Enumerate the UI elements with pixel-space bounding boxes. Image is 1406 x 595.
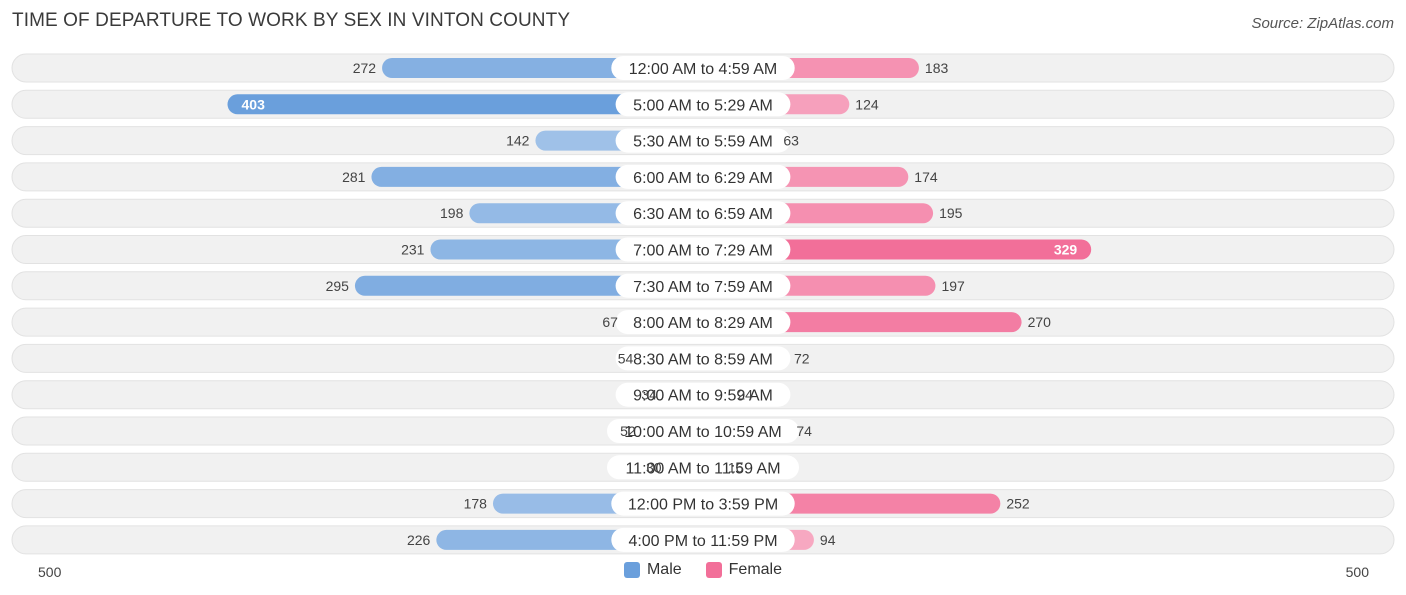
category-pill — [615, 201, 791, 226]
male-value-label: 403 — [242, 96, 266, 112]
category-pill — [611, 527, 795, 552]
female-value-label: 24 — [737, 387, 753, 403]
category-label: 12:00 AM to 4:59 AM — [629, 61, 778, 78]
male-value-label: 231 — [401, 242, 425, 258]
male-value-label: 67 — [602, 314, 618, 330]
category-label: 9:00 AM to 9:59 AM — [633, 388, 773, 405]
category-label: 7:30 AM to 7:59 AM — [633, 279, 773, 296]
male-value-label: 226 — [407, 532, 431, 548]
category-label: 4:00 PM to 11:59 PM — [628, 533, 777, 550]
female-value-label: 252 — [1006, 496, 1030, 512]
category-pill — [615, 310, 791, 335]
category-label: 5:30 AM to 5:59 AM — [633, 134, 773, 151]
female-value-label: 270 — [1028, 314, 1052, 330]
legend-swatch-female — [705, 562, 722, 578]
category-pill — [611, 56, 795, 80]
category-label: 11:00 AM to 11:59 AM — [625, 460, 780, 477]
legend-label-female: Female — [728, 561, 783, 578]
legend-item-male: Male — [623, 561, 682, 579]
male-value-label: 54 — [618, 350, 634, 366]
category-pill — [615, 273, 791, 298]
category-pill — [615, 346, 791, 371]
category-label: 6:30 AM to 6:59 AM — [633, 206, 773, 223]
category-pill — [607, 419, 799, 443]
category-label: 5:00 AM to 5:29 AM — [633, 97, 773, 114]
female-value-label: 72 — [794, 350, 810, 366]
male-bar — [227, 94, 703, 115]
category-pill — [615, 128, 791, 153]
category-label: 7:00 AM to 7:29 AM — [633, 243, 773, 260]
chart-title: TIME OF DEPARTURE TO WORK BY SEX IN VINT… — [12, 10, 571, 31]
female-value-label: 197 — [941, 278, 965, 294]
category-pill — [615, 92, 791, 117]
category-label: 10:00 AM to 10:59 AM — [624, 424, 781, 441]
legend-item-female: Female — [705, 561, 783, 579]
category-pill — [615, 237, 791, 262]
female-value-label: 16 — [728, 459, 744, 475]
axis-min-label: 500 — [38, 564, 62, 580]
male-value-label: 178 — [464, 496, 488, 512]
male-value-label: 34 — [641, 387, 657, 403]
legend-swatch-male — [623, 562, 640, 578]
legend: Male Female — [0, 561, 1406, 579]
male-bar — [354, 275, 703, 296]
category-pill — [611, 491, 795, 516]
female-value-label: 174 — [914, 169, 938, 185]
female-value-label: 329 — [1054, 242, 1078, 258]
category-label: 8:00 AM to 8:29 AM — [633, 315, 773, 332]
female-value-label: 74 — [796, 423, 812, 439]
female-value-label: 63 — [783, 133, 799, 149]
source-label: Source: ZipAtlas.com — [1251, 15, 1394, 32]
male-value-label: 272 — [353, 60, 377, 76]
male-value-label: 52 — [620, 423, 636, 439]
male-value-label: 30 — [646, 459, 662, 475]
legend-label-male: Male — [646, 561, 682, 578]
male-value-label: 295 — [326, 278, 350, 294]
female-value-label: 195 — [939, 205, 963, 221]
category-pill — [615, 164, 791, 189]
male-value-label: 281 — [342, 169, 366, 185]
axis-max-label: 500 — [1346, 564, 1370, 580]
category-label: 6:00 AM to 6:29 AM — [633, 170, 773, 187]
female-value-label: 94 — [820, 532, 836, 548]
category-label: 8:30 AM to 8:59 AM — [633, 351, 773, 368]
category-pill — [607, 455, 799, 480]
female-value-label: 183 — [925, 60, 949, 76]
female-value-label: 124 — [855, 96, 879, 112]
female-bar — [703, 239, 1092, 260]
male-value-label: 198 — [440, 205, 464, 221]
male-value-label: 142 — [506, 133, 530, 149]
category-label: 12:00 PM to 3:59 PM — [628, 497, 778, 514]
category-pill — [615, 382, 791, 407]
